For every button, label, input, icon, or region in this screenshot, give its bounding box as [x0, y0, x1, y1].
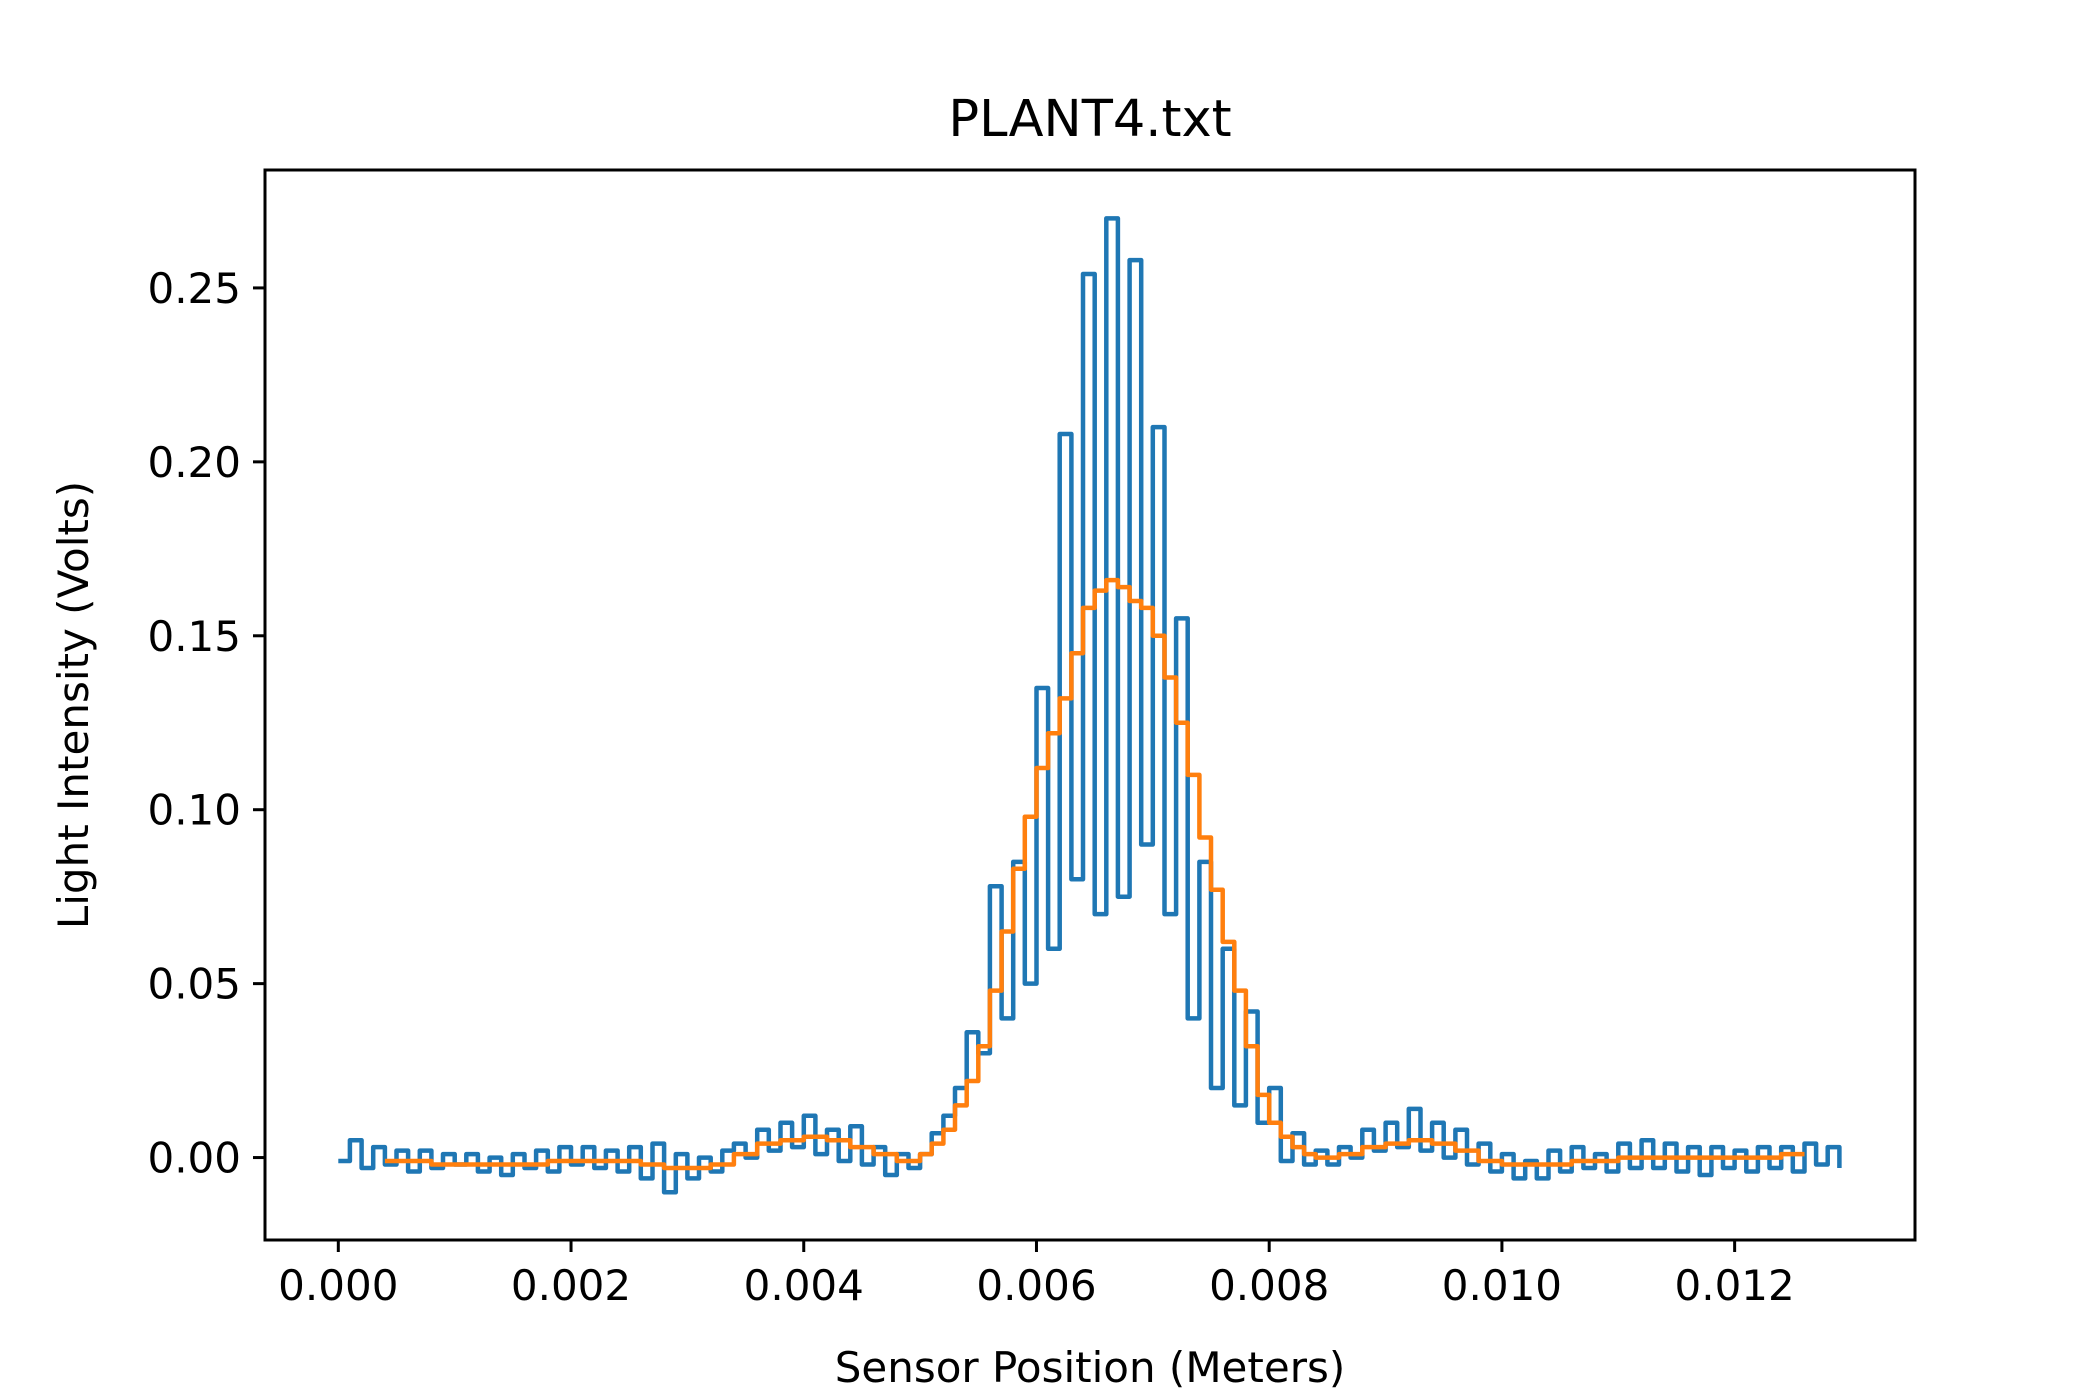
- y-axis-label: Light Intensity (Volts): [49, 481, 98, 929]
- x-tick-label: 0.002: [511, 1261, 631, 1310]
- y-tick-label: 0.15: [147, 612, 241, 661]
- x-tick-label: 0.006: [976, 1261, 1096, 1310]
- axes-frame: [263, 168, 1917, 1242]
- y-axis: 0.00 0.05 0.10 0.15 0.20 0.25: [147, 264, 265, 1183]
- y-tick-label: 0.10: [147, 786, 241, 835]
- x-tick-label: 0.012: [1675, 1261, 1795, 1310]
- x-tick-label: 0.004: [744, 1261, 864, 1310]
- plot-area: [338, 216, 1842, 1195]
- x-axis: 0.000 0.002 0.004 0.006 0.008 0.010 0.012: [278, 1240, 1795, 1310]
- x-tick-label: 0.008: [1209, 1261, 1329, 1310]
- y-tick-label: 0.00: [147, 1134, 241, 1183]
- x-tick-label: 0.000: [278, 1261, 398, 1310]
- smoothed-signal-line: [384, 577, 1805, 1171]
- y-tick-label: 0.05: [147, 960, 241, 1009]
- x-axis-label: Sensor Position (Meters): [835, 1343, 1346, 1392]
- y-tick-label: 0.20: [147, 438, 241, 487]
- raw-signal-line: [338, 216, 1842, 1195]
- y-tick-label: 0.25: [147, 264, 241, 313]
- x-tick-label: 0.010: [1442, 1261, 1562, 1310]
- chart-title: PLANT4.txt: [948, 90, 1231, 149]
